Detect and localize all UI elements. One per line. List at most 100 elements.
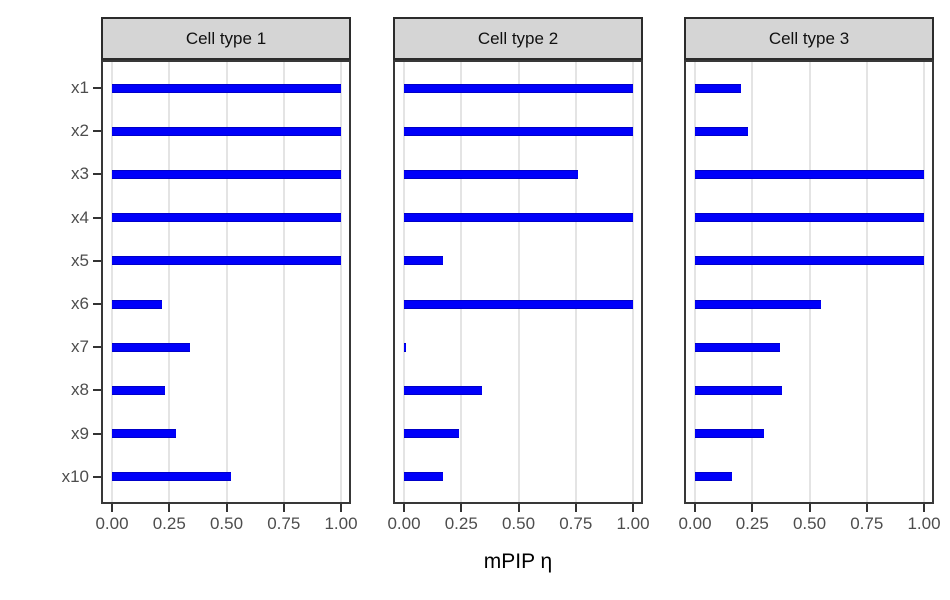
x-tick (111, 504, 113, 512)
gridline (111, 62, 113, 502)
facet-strip: Cell type 1 (101, 17, 351, 60)
bar (404, 84, 633, 93)
bar (404, 472, 443, 481)
x-tick-label: 1.00 (907, 514, 941, 533)
y-tick-label: x3 (71, 164, 89, 184)
x-tick-label: 0.25 (444, 514, 478, 533)
y-tick (93, 87, 101, 89)
bar (695, 127, 748, 136)
x-tick (168, 504, 171, 512)
bar (695, 170, 924, 179)
x-tick (574, 504, 577, 512)
bar (112, 170, 341, 179)
y-tick (93, 475, 101, 478)
bar (695, 386, 782, 395)
gridline (517, 62, 520, 502)
x-tick (460, 504, 463, 512)
gridline (168, 62, 171, 502)
bar (404, 213, 633, 222)
bar (695, 256, 924, 265)
x-tick-label: 0.75 (850, 514, 884, 533)
facet-strip-label: Cell type 1 (185, 28, 267, 48)
gridline (225, 62, 228, 502)
y-tick (93, 173, 101, 176)
facet-strip-label: Cell type 3 (768, 28, 850, 48)
y-tick-label: x10 (61, 466, 89, 486)
y-tick (93, 259, 101, 262)
x-tick-label: 1.00 (616, 514, 650, 533)
bar (112, 127, 341, 136)
gridline (340, 62, 342, 502)
facet-strip: Cell type 3 (684, 17, 934, 60)
bar (404, 386, 482, 395)
panel (101, 60, 351, 504)
gridline (282, 62, 285, 502)
bar (695, 472, 732, 481)
x-tick-label: 1.00 (324, 514, 358, 533)
bar (404, 429, 459, 438)
x-tick-label: 0.50 (501, 514, 536, 533)
x-tick (340, 504, 342, 512)
x-tick (632, 504, 634, 512)
x-tick (517, 504, 520, 512)
bar (112, 343, 190, 352)
facet-strip-label: Cell type 2 (477, 28, 559, 48)
x-tick-label: 0.25 (735, 514, 769, 533)
x-tick (282, 504, 285, 512)
y-tick-label: x5 (71, 250, 89, 270)
y-tick-label: x7 (71, 337, 89, 357)
x-tick-label: 0.50 (209, 514, 244, 533)
x-tick-label: 0.00 (95, 514, 129, 533)
x-tick (865, 504, 868, 512)
x-tick (808, 504, 811, 512)
y-tick (93, 346, 101, 349)
y-tick (93, 389, 101, 392)
bar (695, 300, 821, 309)
bar (404, 170, 578, 179)
x-tick (403, 504, 405, 512)
bar (695, 84, 741, 93)
bar (112, 429, 176, 438)
gridline (694, 62, 696, 502)
gridline (923, 62, 925, 502)
bar (695, 213, 924, 222)
x-tick-label: 0.00 (387, 514, 421, 533)
x-tick (694, 504, 696, 512)
panel (684, 60, 934, 504)
y-tick (93, 432, 101, 435)
y-tick (93, 216, 101, 219)
y-tick-label: x9 (71, 423, 89, 443)
gridline (751, 62, 754, 502)
gridline (574, 62, 577, 502)
facet-strip: Cell type 2 (393, 17, 643, 60)
bar (695, 429, 764, 438)
bar (112, 256, 341, 265)
y-tick-label: x6 (71, 294, 89, 313)
x-axis-title: mPIP η (483, 550, 553, 573)
y-tick-label: x2 (71, 121, 89, 141)
x-tick (751, 504, 754, 512)
bar (404, 256, 443, 265)
x-tick-label: 0.25 (152, 514, 186, 533)
gridline (632, 62, 634, 502)
bar (112, 213, 341, 222)
x-tick-label: 0.50 (792, 514, 827, 533)
y-tick (93, 130, 101, 133)
gridline (808, 62, 811, 502)
panel (393, 60, 643, 504)
bar (404, 343, 406, 352)
bar (112, 386, 165, 395)
y-tick-label: x8 (71, 380, 89, 400)
bar (112, 472, 231, 481)
y-tick (93, 303, 101, 305)
gridline (403, 62, 405, 502)
bar (695, 343, 780, 352)
y-tick-label: x4 (71, 207, 89, 227)
x-tick (225, 504, 228, 512)
gridline (460, 62, 463, 502)
x-tick-label: 0.00 (678, 514, 712, 533)
bar (112, 84, 341, 93)
x-tick-label: 0.75 (559, 514, 593, 533)
gridline (865, 62, 868, 502)
